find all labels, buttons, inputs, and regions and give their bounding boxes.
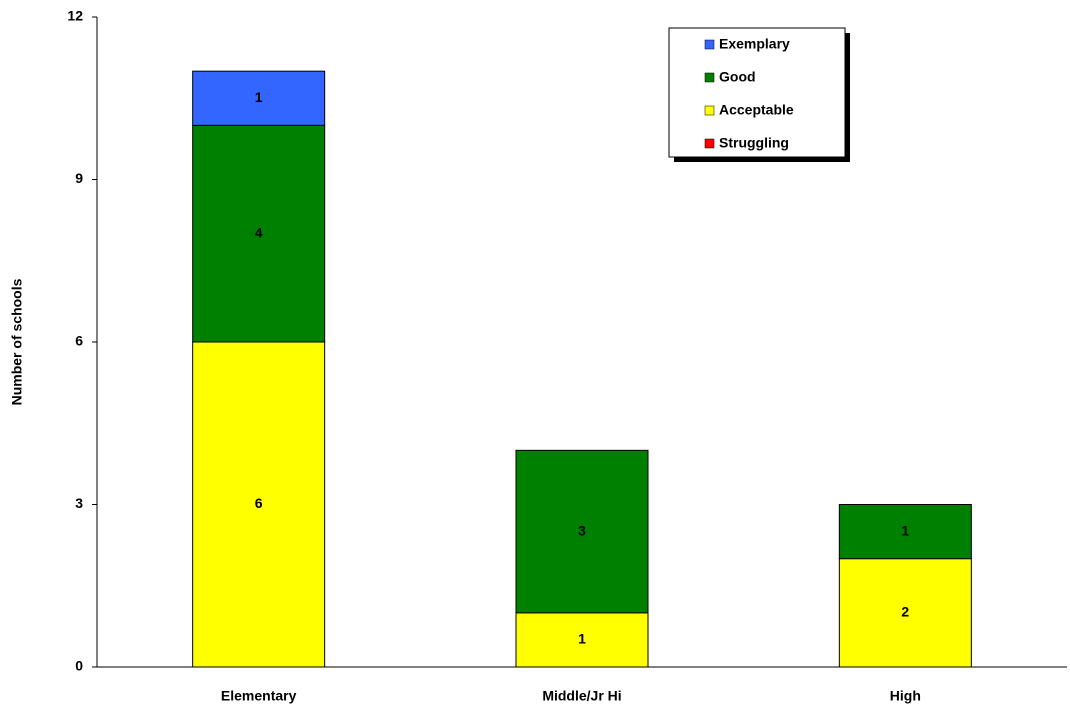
legend-label: Exemplary [719, 36, 790, 52]
legend-label: Acceptable [719, 102, 794, 118]
legend-box [668, 27, 846, 158]
y-tick-label: 0 [75, 658, 83, 674]
data-label: 4 [255, 224, 263, 240]
x-tick-label: Elementary [221, 688, 297, 704]
data-label: 6 [255, 495, 263, 511]
data-label: 3 [578, 522, 586, 538]
data-label: 2 [901, 604, 909, 620]
x-tick-label: Middle/Jr Hi [542, 688, 621, 704]
data-label: 1 [255, 89, 263, 105]
bar-segment [192, 70, 326, 126]
data-label: 1 [578, 631, 586, 647]
y-tick-label: 6 [75, 333, 83, 349]
bar-segment [515, 449, 649, 614]
legend-label: Struggling [719, 135, 789, 151]
bar-segment [838, 558, 972, 668]
legend-label: Good [719, 69, 756, 85]
bar-segment [192, 124, 326, 343]
x-tick-label: High [890, 688, 921, 704]
legend-swatch [704, 39, 715, 50]
legend-swatch [704, 72, 715, 83]
bar-segment [838, 504, 972, 560]
y-tick-label: 3 [75, 495, 83, 511]
bar-segment [192, 341, 326, 668]
legend-swatch [704, 138, 715, 149]
y-axis-label: Number of schools [9, 278, 25, 405]
y-tick-label: 9 [75, 170, 83, 186]
bar-segment [515, 612, 649, 668]
legend-swatch [704, 105, 715, 116]
y-tick-label: 12 [67, 8, 83, 24]
data-label: 1 [901, 522, 909, 538]
